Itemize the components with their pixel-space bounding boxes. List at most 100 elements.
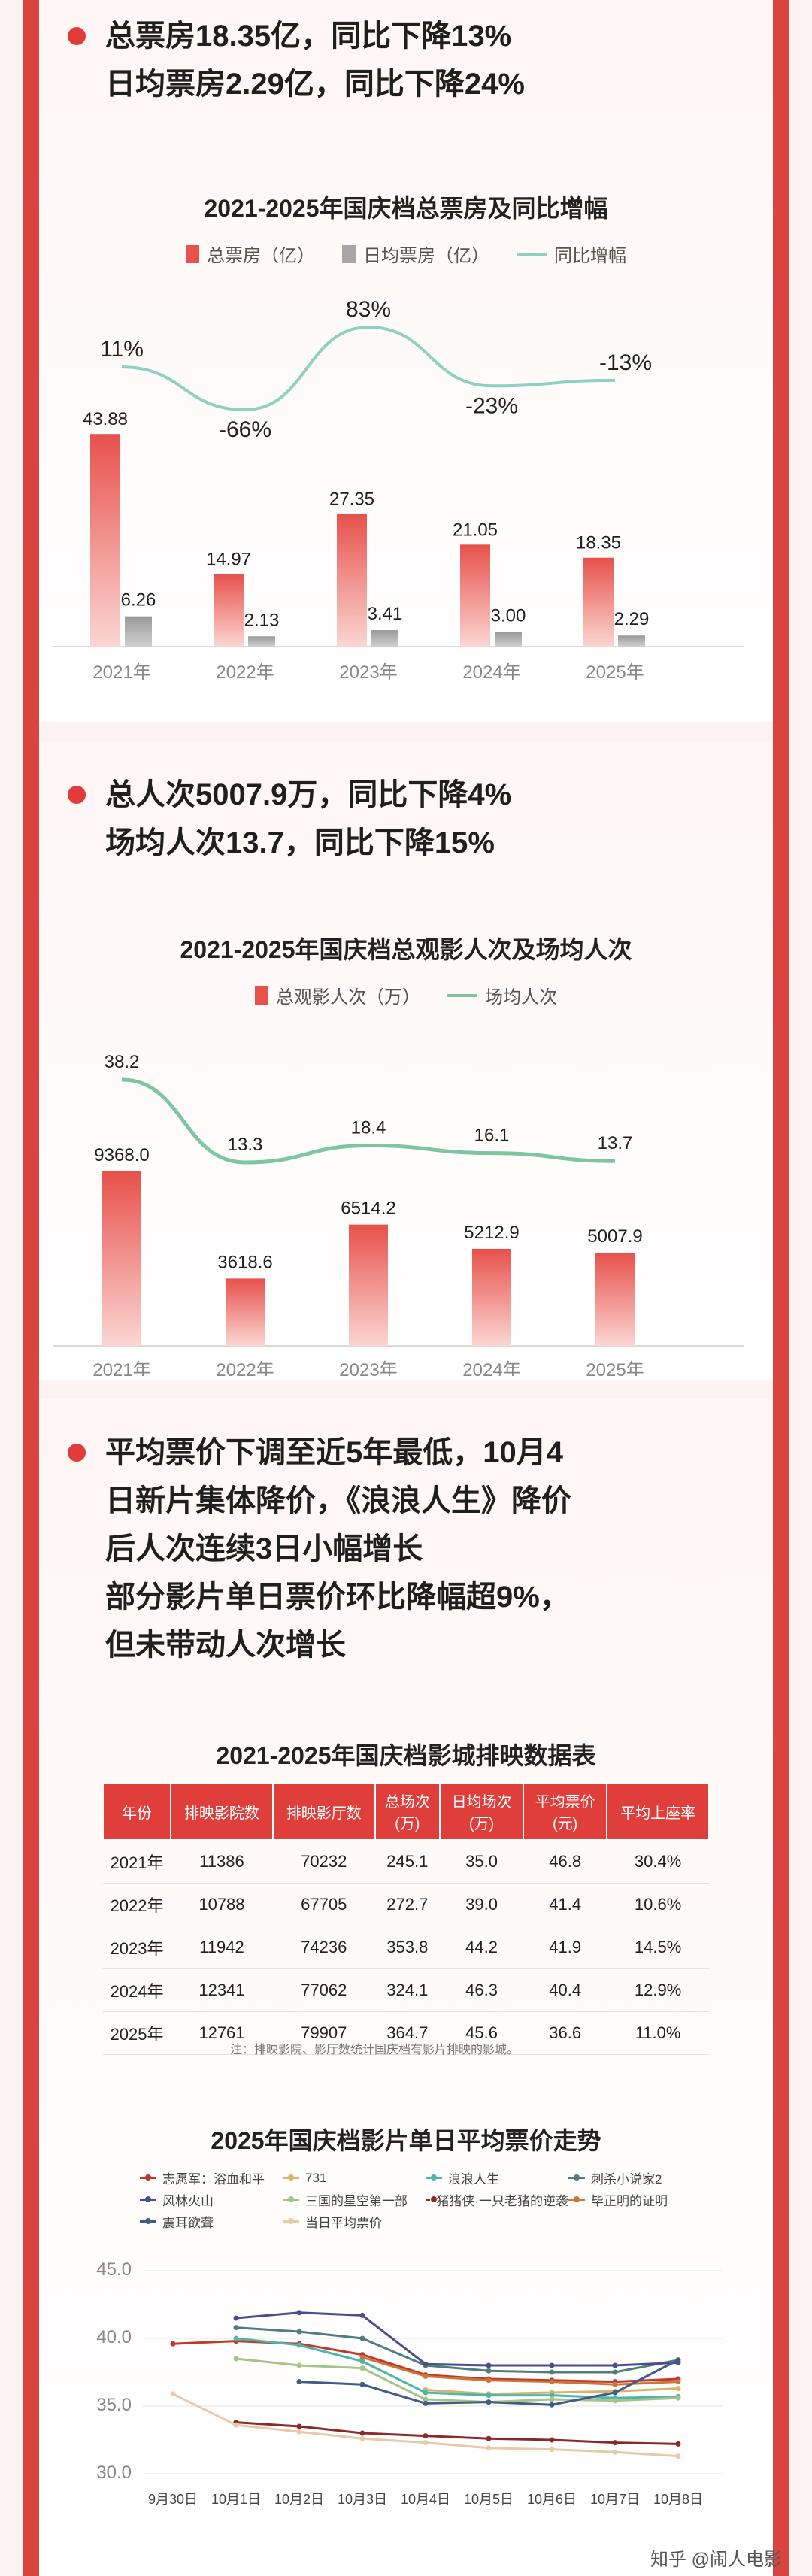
legend-item: 刺杀小说家2 [568,2168,711,2187]
x-tick-label: 10月6日 [527,2492,577,2507]
bar-admissions-label: 5007.9 [587,1226,642,1247]
left-edge-bar [23,0,39,2576]
table-cell: 14.5% [607,1926,709,1969]
x-tick-label: 2023年 [339,1360,397,1376]
table-cell: 30.4% [607,1840,709,1884]
legend-item: 731 [283,2168,426,2187]
x-tick-label: 10月1日 [211,2492,261,2507]
bar-total-label: 18.35 [576,533,621,553]
x-tick-label: 2023年 [339,662,397,683]
price-point [359,2435,365,2441]
table-header-cell: 排映影院数 [170,1782,274,1841]
table-header-row: 年份 排映影院数 排映影厅数 总场次 (万) 日均场次 (万) 平均票价 (元)… [102,1782,710,1841]
legend-label: 总票房（亿） [207,246,315,266]
bar-daily-label: 3.00 [491,606,526,626]
chart-title: 2021-2025年国庆档总票房及同比增幅 [204,195,608,222]
price-headline: 平均票价下调至近5年最低，10月4 日新片集体降价，《浪浪人生》降价 后人次连续… [68,1429,571,1669]
admissions-headline: 总人次5007.9万，同比下降4% 场均人次13.7，同比下降15% [68,771,511,867]
screening-data-table: 年份 排映影院数 排映影厅数 总场次 (万) 日均场次 (万) 平均票价 (元)… [102,1782,710,2055]
price-point [549,2369,555,2375]
table-cell: 46.8 [523,1840,607,1884]
x-tick-label: 2022年 [216,1360,274,1376]
bar-admissions [349,1224,388,1346]
bar-admissions-label: 5212.9 [464,1223,519,1243]
table-cell: 2021年 [103,1840,171,1884]
headline-line: 日均票房2.29亿，同比下降24% [105,68,525,101]
bar-admissions [226,1278,265,1346]
bar-total [90,434,120,647]
y-tick-label: 45.0 [96,2259,132,2280]
x-tick-label: 2024年 [462,662,520,683]
bar-daily-label: 6.26 [121,590,156,611]
avg-admissions-label: 38.2 [105,1052,140,1072]
headline-line: 总票房18.35亿，同比下降13% [105,20,512,53]
bullet-dot-icon [68,786,86,804]
legend-swatch [255,986,268,1005]
price-point [233,2315,239,2321]
x-tick-label: 9月30日 [148,2492,198,2507]
price-point [675,2379,681,2385]
price-point [296,2342,302,2348]
admissions-section [39,741,773,1380]
headline-line: 总人次5007.9万，同比下降4% [105,778,512,811]
price-point [359,2359,365,2365]
table-header-cell: 总场次 (万) [374,1782,441,1841]
bar-daily-label: 2.29 [614,609,650,629]
x-tick-label: 2025年 [586,1360,644,1376]
price-point [675,2441,681,2447]
price-point [549,2402,555,2408]
bar-admissions-label: 3618.6 [217,1252,272,1272]
x-tick-label: 10月5日 [464,2492,514,2507]
price-point [486,2399,492,2405]
table-cell: 12.9% [607,1968,709,2012]
legend-label: 日均票房（亿） [363,246,489,266]
price-trend-chart: 30.0 35.0 40.0 45.0 9月30日 10月1日 10月2日 10月3日 10月4… [96,2259,722,2507]
table-cell: 11386 [171,1840,273,1884]
table-cell: 44.2 [440,1926,524,1969]
legend-item: 当日平均票价 [283,2212,426,2231]
price-point [359,2381,365,2387]
price-point [549,2362,555,2368]
price-point [296,2379,302,2385]
legend-marker [140,2196,156,2202]
legend-item: 场均人次 [447,982,557,1008]
bar-daily [371,630,398,647]
headline-line: 但未带动人次增长 [105,1629,346,1662]
legend-label: 总观影人次（万） [276,987,420,1008]
price-point [296,2423,302,2429]
growth-label: -13% [599,350,652,375]
growth-label: -66% [219,417,271,442]
table-cell: 67705 [272,1883,375,1926]
price-series-line [235,2421,679,2445]
bar-admissions-label: 6514.2 [341,1199,395,1219]
legend-label: 三国的星空第一部 [305,2194,408,2208]
legend-swatch [517,252,547,256]
price-point [612,2440,618,2446]
table-cell: 2022年 [103,1883,171,1926]
price-point [233,2356,239,2362]
table-cell: 324.1 [374,1968,441,2012]
headline-line: 平均票价下调至近5年最低，10月4 [105,1436,563,1469]
right-edge-bar [773,0,789,2576]
x-tick-label: 10月7日 [590,2492,640,2507]
growth-label: 83% [346,297,391,322]
legend-item: 毕正明的证明 [568,2190,711,2209]
legend-label: 场均人次 [485,987,557,1008]
legend-marker [568,2196,585,2202]
table-cell: 353.8 [374,1926,441,1969]
price-point [675,2395,681,2401]
price-point [170,2391,176,2397]
price-point [675,2453,681,2459]
table-cell: 39.0 [440,1883,524,1926]
table-row: 2025年 12761 79907 364.7 45.6 36.6 11.0% [103,2011,709,2055]
legend-item: 总观影人次（万） [255,982,420,1008]
price-point [233,2325,239,2331]
bar-total-label: 14.97 [206,550,251,570]
growth-label: 11% [100,337,144,362]
price-point [486,2445,492,2451]
price-series-line [235,2326,679,2374]
table-cell: 41.9 [523,1926,607,1969]
price-point [296,2429,302,2435]
price-point [423,2433,429,2439]
legend-item: 日均票房（亿） [342,241,489,267]
